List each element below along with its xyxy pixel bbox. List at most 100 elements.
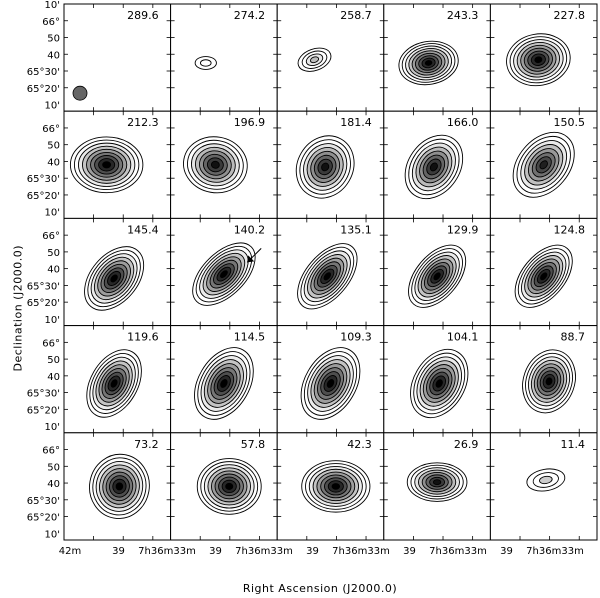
y-tick-label: 66°: [42, 231, 60, 242]
emission-contour: [225, 482, 234, 490]
y-axis-title: Declination (J2000.0): [11, 245, 25, 372]
velocity-label: 88.7: [561, 331, 586, 344]
y-tick-label: 66°: [42, 338, 60, 349]
channel-panel: 104.1: [383, 325, 491, 434]
velocity-label: 196.9: [234, 116, 266, 129]
y-tick-label: 66°: [42, 446, 60, 457]
y-tick-label: 50: [47, 355, 60, 366]
emission-contour: [110, 379, 118, 388]
velocity-label: 140.2: [234, 223, 266, 236]
y-tick-label: 65°20': [27, 513, 60, 524]
y-tick-label: 65°20': [27, 191, 60, 202]
y-tick-label: 65°30': [27, 67, 60, 78]
velocity-label: 181.4: [340, 116, 372, 129]
velocity-label: 145.4: [127, 223, 159, 236]
y-tick-label: 40: [47, 157, 60, 168]
velocity-label: 227.8: [554, 9, 586, 22]
emission-contour: [110, 274, 118, 283]
emission-contour: [321, 162, 330, 172]
y-axis-title-container: Declination (J2000.0): [3, 245, 25, 372]
x-tick-label: 7h36m33m: [526, 546, 584, 557]
velocity-label: 124.8: [554, 223, 586, 236]
channel-panel: 227.8: [489, 3, 598, 112]
channel-panel: 42.3: [276, 432, 385, 541]
channel-panel: 150.5: [489, 110, 598, 219]
y-tick-label: 40: [47, 479, 60, 490]
channel-panel: 274.2: [170, 3, 278, 112]
y-tick-label: 10': [45, 0, 60, 11]
y-tick-label: 65°30': [27, 496, 60, 507]
emission-contour: [424, 60, 433, 66]
channel-panel: 145.4: [63, 217, 172, 327]
velocity-label: 114.5: [234, 331, 266, 344]
y-tick-label: 50: [47, 462, 60, 473]
y-tick-label: 65°20': [27, 84, 60, 95]
velocity-label: 150.5: [554, 116, 586, 129]
channel-panel: 11.4: [489, 432, 598, 541]
y-tick-label: 66°: [42, 17, 60, 28]
channel-panel: 124.8: [489, 217, 598, 327]
emission-contour: [539, 475, 553, 485]
velocity-label: 57.8: [241, 438, 266, 451]
emission-contour: [219, 270, 228, 279]
velocity-label: 212.3: [127, 116, 159, 129]
channel-panel: 129.9: [383, 217, 491, 327]
x-tick-label: 39: [209, 546, 222, 557]
y-tick-label: 10': [45, 529, 60, 540]
y-tick-label: 66°: [42, 124, 60, 135]
emission-contour: [545, 377, 553, 386]
emission-contour: [534, 56, 543, 64]
velocity-label: 166.0: [447, 116, 479, 129]
y-tick-label: 10': [45, 208, 60, 219]
y-tick-label: 50: [47, 248, 60, 259]
y-tick-label: 50: [47, 34, 60, 45]
y-tick-label: 40: [47, 372, 60, 383]
channel-panel: 212.3: [63, 110, 172, 219]
y-tick-label: 65°30': [27, 174, 60, 185]
channel-panel: 88.7: [489, 325, 598, 434]
y-tick-label: 65°20': [27, 405, 60, 416]
emission-contour: [432, 479, 442, 485]
channel-panel: 135.1: [276, 217, 385, 327]
velocity-label: 104.1: [447, 331, 479, 344]
velocity-label: 289.6: [127, 9, 159, 22]
channel-panel: 109.3: [276, 325, 385, 434]
velocity-label: 243.3: [447, 9, 479, 22]
channel-panel: 243.3: [383, 3, 491, 112]
y-tick-label: 65°30': [27, 389, 60, 400]
velocity-label: 42.3: [347, 438, 372, 451]
velocity-label: 274.2: [234, 9, 266, 22]
channel-panel: 196.9: [170, 110, 278, 219]
channel-panel: 26.9: [383, 432, 491, 541]
emission-contour: [220, 379, 228, 388]
velocity-label: 11.4: [561, 438, 586, 451]
axis-tick-labels: 10' 66° 50 40 65°30' 65°20' 10' 66° 50 40 65°30' 65…: [27, 0, 584, 557]
emission-contour: [115, 482, 124, 491]
velocity-label: 73.2: [134, 438, 159, 451]
emission-contour: [435, 379, 443, 388]
emission-contour: [309, 56, 320, 64]
emission-contour: [433, 272, 441, 281]
beam-ellipse: [72, 85, 88, 101]
x-tick-label: 7h36m33m: [429, 546, 487, 557]
velocity-label: 109.3: [340, 331, 372, 344]
emission-contour: [326, 379, 335, 388]
y-tick-label: 40: [47, 50, 60, 61]
y-tick-label: 65°20': [27, 298, 60, 309]
velocity-label: 129.9: [447, 223, 479, 236]
x-tick-label: 7h36m33m: [235, 546, 293, 557]
y-tick-label: 10': [45, 422, 60, 433]
emission-contour: [199, 59, 212, 67]
emission-contour: [331, 483, 341, 490]
x-tick-label: 39: [306, 546, 319, 557]
x-tick-label: 7h36m33m: [138, 546, 196, 557]
channel-map-grid: 289.6 274.2 258.7 243.3 227.8 212.3 196.9 181.4…: [63, 3, 598, 541]
emission-contour: [323, 272, 332, 281]
channel-panel: 181.4: [276, 110, 385, 219]
x-tick-label: 39: [500, 546, 513, 557]
channel-panel: 114.5: [170, 325, 278, 434]
x-tick-label: 39: [112, 546, 125, 557]
velocity-label: 119.6: [127, 331, 159, 344]
y-tick-label: 10': [45, 315, 60, 326]
